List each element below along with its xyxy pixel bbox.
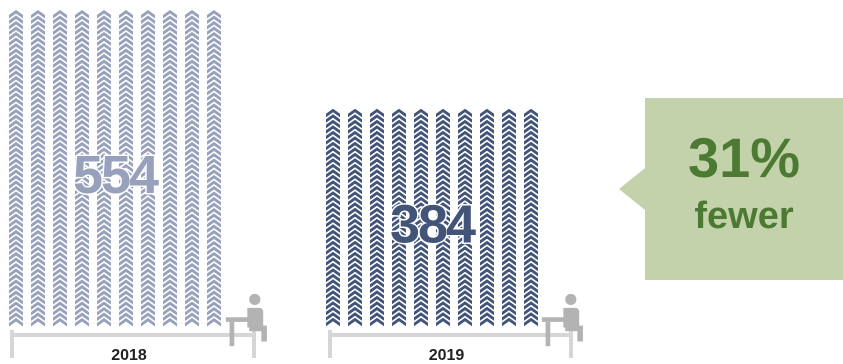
baseline-2018 bbox=[10, 330, 256, 358]
bar-2019-column bbox=[458, 108, 472, 327]
bar-2019-column bbox=[348, 108, 362, 327]
seated-person-at-desk-icon bbox=[541, 293, 583, 347]
bar-2019-column bbox=[436, 108, 450, 327]
tick-label-2019: 2019 bbox=[429, 347, 465, 364]
tick-label-2018: 2018 bbox=[111, 347, 147, 364]
bar-2019-column bbox=[502, 108, 516, 327]
bar-2018-column bbox=[207, 10, 221, 327]
data-label-2018: 554 bbox=[73, 145, 159, 205]
data-label-2019: 384 bbox=[390, 194, 476, 254]
bar-2018 bbox=[9, 10, 221, 327]
bar-2018-column bbox=[75, 10, 89, 327]
bar-2019-column bbox=[326, 108, 340, 327]
bar-2019-column bbox=[414, 108, 428, 327]
bar-2018-column bbox=[31, 10, 45, 327]
bar-2019-column bbox=[480, 108, 494, 327]
bar-2018-column bbox=[141, 10, 155, 327]
bar-2018-column bbox=[9, 10, 23, 327]
bar-2019-column bbox=[370, 108, 384, 327]
bar-2018-column bbox=[185, 10, 199, 327]
bar-2018-column bbox=[119, 10, 133, 327]
callout-percent: 31% bbox=[687, 126, 801, 189]
baseline-2019 bbox=[328, 330, 573, 358]
bar-2018-column bbox=[163, 10, 177, 327]
bar-2019 bbox=[326, 108, 538, 327]
bar-2019-column bbox=[392, 108, 406, 327]
callout-word: fewer bbox=[694, 195, 794, 237]
bar-2019-column bbox=[524, 108, 538, 327]
bar-2018-column bbox=[53, 10, 67, 327]
bar-2018-column bbox=[97, 10, 111, 327]
callout-box: 31% fewer bbox=[619, 98, 843, 280]
seated-person-at-desk-icon bbox=[225, 293, 267, 347]
callout-shape bbox=[619, 98, 843, 280]
